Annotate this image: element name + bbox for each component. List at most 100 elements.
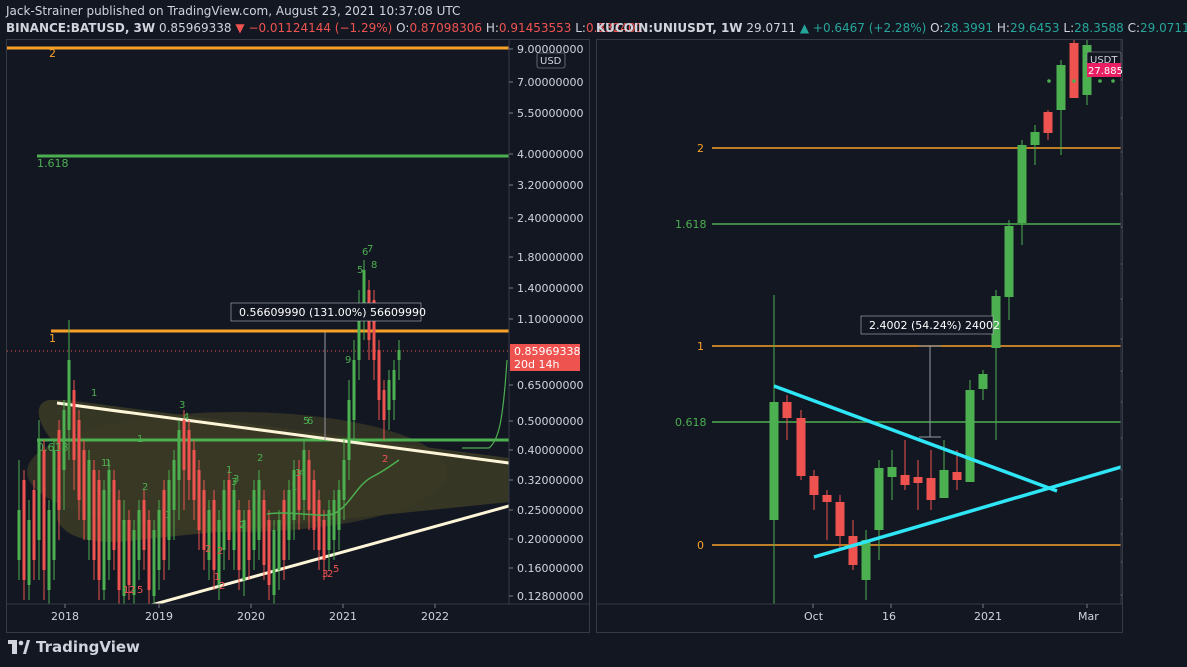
left-candle-body [272,530,276,595]
left-candle-body [222,490,226,550]
td-label: 1 [101,458,107,469]
left-candle-body [52,450,56,560]
up-arrow-icon: ▲ [799,21,810,35]
r-level-label-0618: 0.618 [675,416,707,429]
td-label: 2 [205,544,211,555]
r-level-label-2: 2 [697,142,704,155]
left-candle-body [332,500,336,540]
header: Jack-Strainer published on TradingView.c… [6,4,461,18]
left-y-tick-label: 4.00000000 [517,148,583,161]
left-candle-body [32,490,36,560]
right-last: 29.0711 [746,21,796,35]
left-candle-body [392,370,396,400]
left-candle-body [352,360,356,420]
r-level-label-1: 1 [697,340,704,353]
td-label: 2 [219,581,225,592]
td-label: 8 [371,260,377,271]
right-chart-panel[interactable]: 2.4002 (54.24%) 24002 2 1.618 1 0.618 0 … [596,39,1173,633]
left-x-tick-label: 2018 [51,610,79,623]
right-currency: USDT [1090,55,1118,66]
right-x-tick-label: Mar [1078,610,1099,623]
td-label: 2 [217,546,223,557]
dot-marker [1098,79,1102,83]
left-y-tick-label: 0.20000000 [517,533,583,546]
td-label: 1 [226,465,232,476]
left-candle-body [47,510,51,590]
right-price-badge-value: 27.8855 [1088,66,1122,77]
level-label-2: 2 [49,47,56,60]
right-legend: KUCOIN:UNIUSDT, 1W 29.0711 ▲ +0.6467 (+2… [596,21,1187,35]
td-label: 1 [123,585,129,596]
level-label-0618: 0.618 [37,441,69,454]
right-candle-body [1069,43,1079,98]
td-label: 2 [327,569,333,580]
left-candle-body [297,470,301,510]
dot-marker-row [1047,79,1115,83]
right-candle-body [874,468,884,530]
left-candle-body [162,490,166,560]
right-x-tick-label: Oct [804,610,824,623]
dot-marker [1059,79,1063,83]
left-candle-body [312,480,316,530]
right-candle-body [939,470,949,498]
left-candle-body [302,450,306,500]
right-candle-body [1004,226,1014,297]
left-y-tick-label: 0.16000000 [517,562,583,575]
td-label: 5 [137,585,143,596]
left-currency: USD [540,56,562,67]
td-label: 3 [179,400,185,411]
left-symbol[interactable]: BINANCE:BATUSD, 3W [6,21,156,35]
left-candle-body [317,500,321,550]
right-l-label: L: [1063,21,1075,35]
right-h-label: H: [996,21,1010,35]
left-candle-body [247,510,251,560]
left-candle-body [237,510,241,570]
left-chart[interactable]: 0.56609990 (131.00%) 56609990 1341121132… [7,40,589,632]
left-candle-body [342,460,346,500]
left-x-tick-label: 2021 [329,610,357,623]
left-candle-body [157,510,161,570]
left-y-tick-label: 5.50000000 [517,107,583,120]
dot-marker [1111,79,1115,83]
left-y-tick-label: 0.65000000 [517,379,583,392]
left-candle-body [282,500,286,560]
left-change: −0.01124144 (−1.29%) [248,21,393,35]
td-label: 7 [367,244,373,255]
left-candle-body [107,470,111,560]
left-candle-body [377,350,381,400]
left-candle-body [187,430,191,480]
right-h: 29.6453 [1009,21,1060,35]
left-price-badge [510,344,580,371]
left-candle-body [142,500,146,550]
right-candle-body [822,495,832,502]
left-l: 0.832401 [585,21,644,35]
right-price-badge [1087,63,1121,77]
cyan-ascending-line [813,465,1121,559]
footer-brand[interactable]: TradingView [36,638,140,656]
td-label: 1 [291,482,297,493]
right-candle-body [1056,65,1066,110]
right-chart[interactable]: 2.4002 (54.24%) 24002 2 1.618 1 0.618 0 … [597,40,1173,632]
left-y-tick-label: 3.20000000 [517,179,583,192]
left-y-tick-label: 1.10000000 [517,313,583,326]
td-label: 2 [142,482,148,493]
currency-badge[interactable] [536,52,566,69]
right-candle-body [926,478,936,500]
left-countdown: 20d 14h [514,358,559,371]
left-y-tick-label: 0.32000000 [517,474,583,487]
left-y-tick-label: 2.40000000 [517,212,583,225]
left-measure-label: 0.56609990 (131.00%) 56609990 [239,306,426,319]
right-measure-label: 2.4002 (54.24%) 24002 [869,319,1000,332]
right-candle-body [809,476,819,495]
left-candle-body [22,480,26,580]
left-candle-body [102,490,106,590]
left-candle-body [57,430,61,510]
right-symbol[interactable]: KUCOIN:UNIUSDT, 1W [596,21,743,35]
right-candle-body [835,502,845,536]
r-level-label-0: 0 [697,539,704,552]
right-candle-body [887,467,897,477]
right-candle-body [952,472,962,480]
td-label: 5 [333,564,339,575]
